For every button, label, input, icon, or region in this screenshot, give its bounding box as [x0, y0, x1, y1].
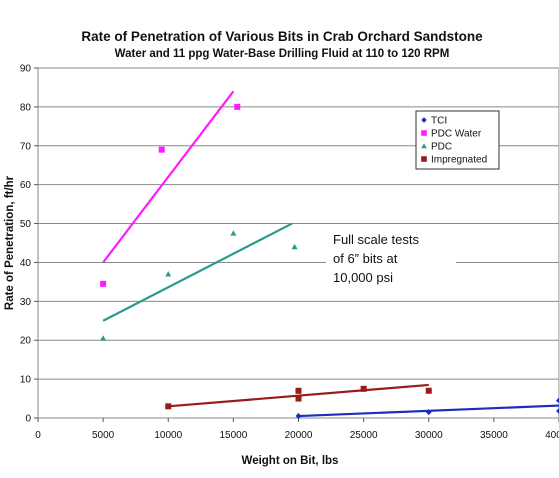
y-tick-label: 90: [20, 64, 32, 75]
y-tick-label: 50: [20, 219, 32, 230]
x-tick-label: 5000: [92, 430, 115, 441]
legend-label-tci: TCI: [431, 116, 447, 127]
x-tick-label: 30000: [415, 430, 443, 441]
data-point-pdc-water: [234, 103, 241, 110]
data-point-pdc: [100, 335, 107, 341]
data-point-tci: [556, 408, 559, 414]
legend-marker-pdc-water: [421, 130, 427, 136]
x-axis-label: Weight on Bit, lbs: [242, 455, 339, 467]
grid-lines: [38, 106, 559, 380]
x-tick-label: 25000: [350, 430, 378, 441]
data-point-tci: [425, 409, 432, 416]
legend-box: [415, 110, 500, 170]
y-tick-label: 20: [20, 336, 32, 347]
data-point-impregnated: [165, 403, 172, 410]
chart-title: Rate of Penetration of Various Bits in C…: [81, 29, 483, 44]
trend-line-pdc: [102, 222, 293, 322]
data-point-pdc-water: [100, 280, 107, 287]
annotation-line: Full scale tests: [333, 232, 419, 247]
chart-subtitle: Water and 11 ppg Water-Base Drilling Flu…: [115, 48, 450, 60]
trend-line-pdc-water: [102, 90, 235, 264]
y-tick-label: 0: [25, 414, 31, 425]
x-tick-label: 0: [35, 430, 41, 441]
y-tick-label: 10: [20, 375, 32, 386]
y-tick-label: 70: [20, 141, 32, 152]
annotation-line: of 6” bits at: [333, 251, 398, 266]
legend-label-pdc-water: PDC Water: [431, 129, 482, 140]
data-point-impregnated: [360, 385, 367, 392]
legend: TCI PDC Water PDC Impregnated: [415, 110, 500, 170]
data-point-pdc: [291, 243, 298, 250]
y-tick-label: 40: [20, 258, 32, 269]
data-point-impregnated: [295, 387, 302, 394]
legend-label-pdc: PDC: [431, 142, 452, 153]
y-tick-label: 30: [20, 297, 32, 308]
legend-marker-pdc: [421, 143, 427, 149]
x-tick-label: 15000: [219, 430, 247, 441]
data-point-impregnated: [295, 395, 302, 402]
data-point-tci: [295, 413, 302, 420]
legend-label-impregnated: Impregnated: [431, 155, 487, 166]
annotation: Full scale tests of 6” bits at 10,000 psi: [326, 226, 456, 292]
annotation-box: [326, 226, 456, 292]
y-tick-label: 80: [20, 102, 32, 113]
legend-marker-impregnated: [421, 156, 427, 162]
x-tick-label: 20000: [285, 430, 313, 441]
x-tick-label: 10000: [154, 430, 182, 441]
data-markers: [100, 103, 559, 420]
legend-marker-tci: [421, 117, 427, 123]
y-tick-label: 60: [20, 180, 32, 191]
annotation-line: 10,000 psi: [333, 270, 393, 285]
x-tick-label: 40000: [545, 430, 559, 441]
data-point-impregnated: [425, 387, 432, 394]
x-tick-label: 35000: [480, 430, 508, 441]
data-point-pdc-water: [158, 146, 165, 153]
data-point-pdc: [165, 271, 172, 277]
data-point-tci: [556, 397, 559, 404]
y-axis-label: Rate of Penetration, ft/hr: [4, 175, 16, 310]
axes: 0 10 20 30 40 50 60 70 80 90 0 5000 10000 15000 20000 2…: [20, 64, 559, 441]
data-point-pdc: [230, 230, 237, 236]
